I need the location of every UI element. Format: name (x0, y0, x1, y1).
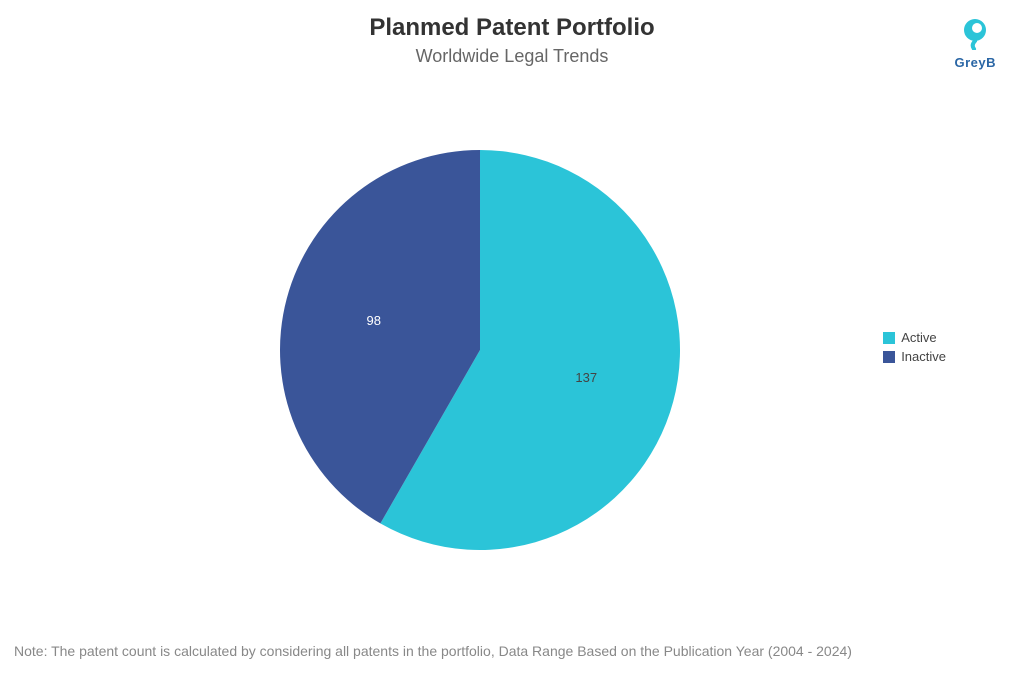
legend-label: Active (901, 330, 936, 345)
chart-title-block: Planmed Patent Portfolio Worldwide Legal… (0, 14, 1024, 67)
legend-item-active[interactable]: Active (883, 330, 946, 345)
legend-label: Inactive (901, 349, 946, 364)
pie-value-active: 137 (575, 370, 597, 385)
chart-subtitle: Worldwide Legal Trends (0, 46, 1024, 67)
chart-area: 137 98 Active Inactive (0, 110, 1024, 590)
pie-chart: 137 98 (260, 130, 700, 570)
chart-title: Planmed Patent Portfolio (0, 14, 1024, 42)
legend-swatch (883, 351, 895, 363)
pie-value-inactive: 98 (366, 313, 380, 328)
logo-text: GreyB (954, 55, 996, 70)
footnote: Note: The patent count is calculated by … (14, 643, 1014, 659)
legend-item-inactive[interactable]: Inactive (883, 349, 946, 364)
logo-icon (957, 16, 993, 50)
legend: Active Inactive (883, 330, 946, 368)
legend-swatch (883, 332, 895, 344)
brand-logo: GreyB (954, 16, 996, 70)
